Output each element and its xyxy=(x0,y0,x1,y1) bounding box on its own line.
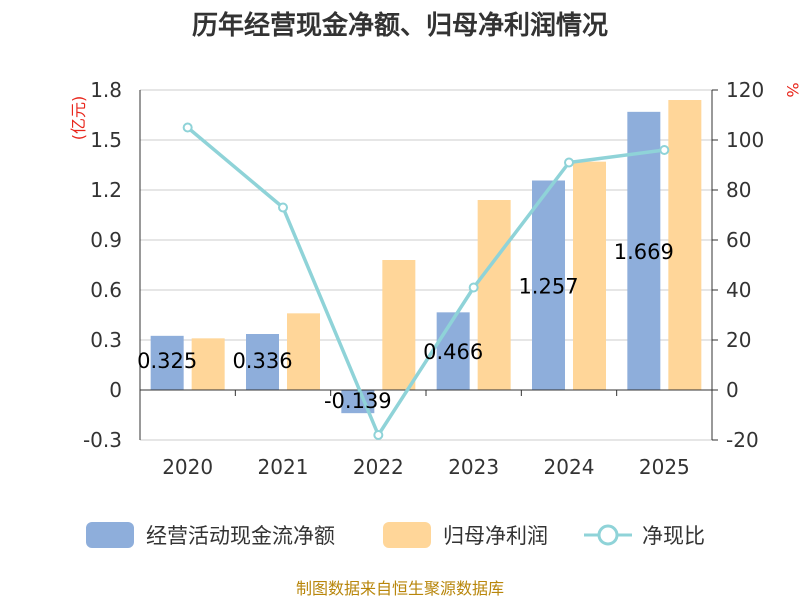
right-tick-label: 60 xyxy=(726,228,751,252)
right-tick-label: 0 xyxy=(726,378,739,402)
ratio-point xyxy=(468,282,479,293)
legend-label-ratio: 净现比 xyxy=(642,524,705,548)
bar-cashflow xyxy=(627,111,661,390)
bar-profit xyxy=(668,100,702,390)
ratio-line xyxy=(182,122,670,440)
right-tick-label: -20 xyxy=(726,428,759,452)
ratio-line-path xyxy=(186,126,665,437)
chart-title: 历年经营现金净额、归母净利润情况 xyxy=(192,10,608,41)
bar-cashflow xyxy=(436,312,470,390)
data-label-cashflow: -0.139 xyxy=(324,389,392,413)
left-tick-label: 0.3 xyxy=(90,328,122,352)
legend: 经营活动现金流净额 归母净利润 净现比 xyxy=(86,522,705,548)
x-tick-label: 2025 xyxy=(639,455,690,479)
ratio-point xyxy=(373,430,384,440)
right-tick-label: 40 xyxy=(726,278,751,302)
legend-label-profit: 归母净利润 xyxy=(443,524,548,548)
legend-marker-ratio xyxy=(597,524,619,546)
left-tick-label: 1.5 xyxy=(90,128,122,152)
right-tick-label: 80 xyxy=(726,178,751,202)
gridlines xyxy=(140,89,712,441)
axes: -0.3 0 0.3 0.6 0.9 1.2 1.5 1.8 -20 0 20 40 60 80 100 12… xyxy=(83,78,764,479)
bar-cashflow xyxy=(150,335,184,390)
bar-cashflow xyxy=(246,334,279,390)
data-label-cashflow: 1.669 xyxy=(614,240,674,264)
left-tick-label: -0.3 xyxy=(83,428,122,452)
source-note: 制图数据来自恒生聚源数据库 xyxy=(296,579,504,598)
x-tick-label: 2024 xyxy=(544,455,595,479)
x-tick-label: 2023 xyxy=(448,455,499,479)
bar-profit xyxy=(287,313,320,390)
left-tick-label: 0 xyxy=(109,378,122,402)
bar-profit xyxy=(382,260,416,390)
bar-profit xyxy=(477,200,511,390)
right-axis-label: % xyxy=(783,82,800,97)
bar-profit xyxy=(573,161,606,390)
bars xyxy=(150,100,702,414)
right-tick-label: 100 xyxy=(726,128,764,152)
data-labels: 0.325 0.336 -0.139 0.466 1.257 1.669 xyxy=(137,240,674,413)
ratio-point xyxy=(182,122,193,133)
data-label-cashflow: 1.257 xyxy=(518,274,578,298)
x-tick-label: 2022 xyxy=(353,455,404,479)
left-axis-label: (亿元) xyxy=(69,96,88,141)
ratio-point xyxy=(659,145,670,155)
legend-swatch-profit xyxy=(383,522,431,548)
ratio-point xyxy=(564,157,574,168)
left-tick-label: 0.9 xyxy=(90,228,122,252)
left-tick-label: 1.2 xyxy=(90,178,122,202)
legend-label-cashflow: 经营活动现金流净额 xyxy=(146,524,335,548)
ratio-point xyxy=(278,202,288,213)
bar-profit xyxy=(191,338,225,390)
left-tick-label: 0.6 xyxy=(90,278,122,302)
data-label-cashflow: 0.325 xyxy=(137,349,197,373)
x-tick-label: 2021 xyxy=(258,455,309,479)
right-tick-label: 120 xyxy=(726,78,764,102)
x-tick-label: 2020 xyxy=(162,455,213,479)
data-label-cashflow: 0.466 xyxy=(423,340,483,364)
right-tick-label: 20 xyxy=(726,328,751,352)
bar-cashflow xyxy=(532,180,565,390)
data-label-cashflow: 0.336 xyxy=(232,349,292,373)
legend-swatch-cashflow xyxy=(86,522,134,548)
left-tick-label: 1.8 xyxy=(90,78,122,102)
